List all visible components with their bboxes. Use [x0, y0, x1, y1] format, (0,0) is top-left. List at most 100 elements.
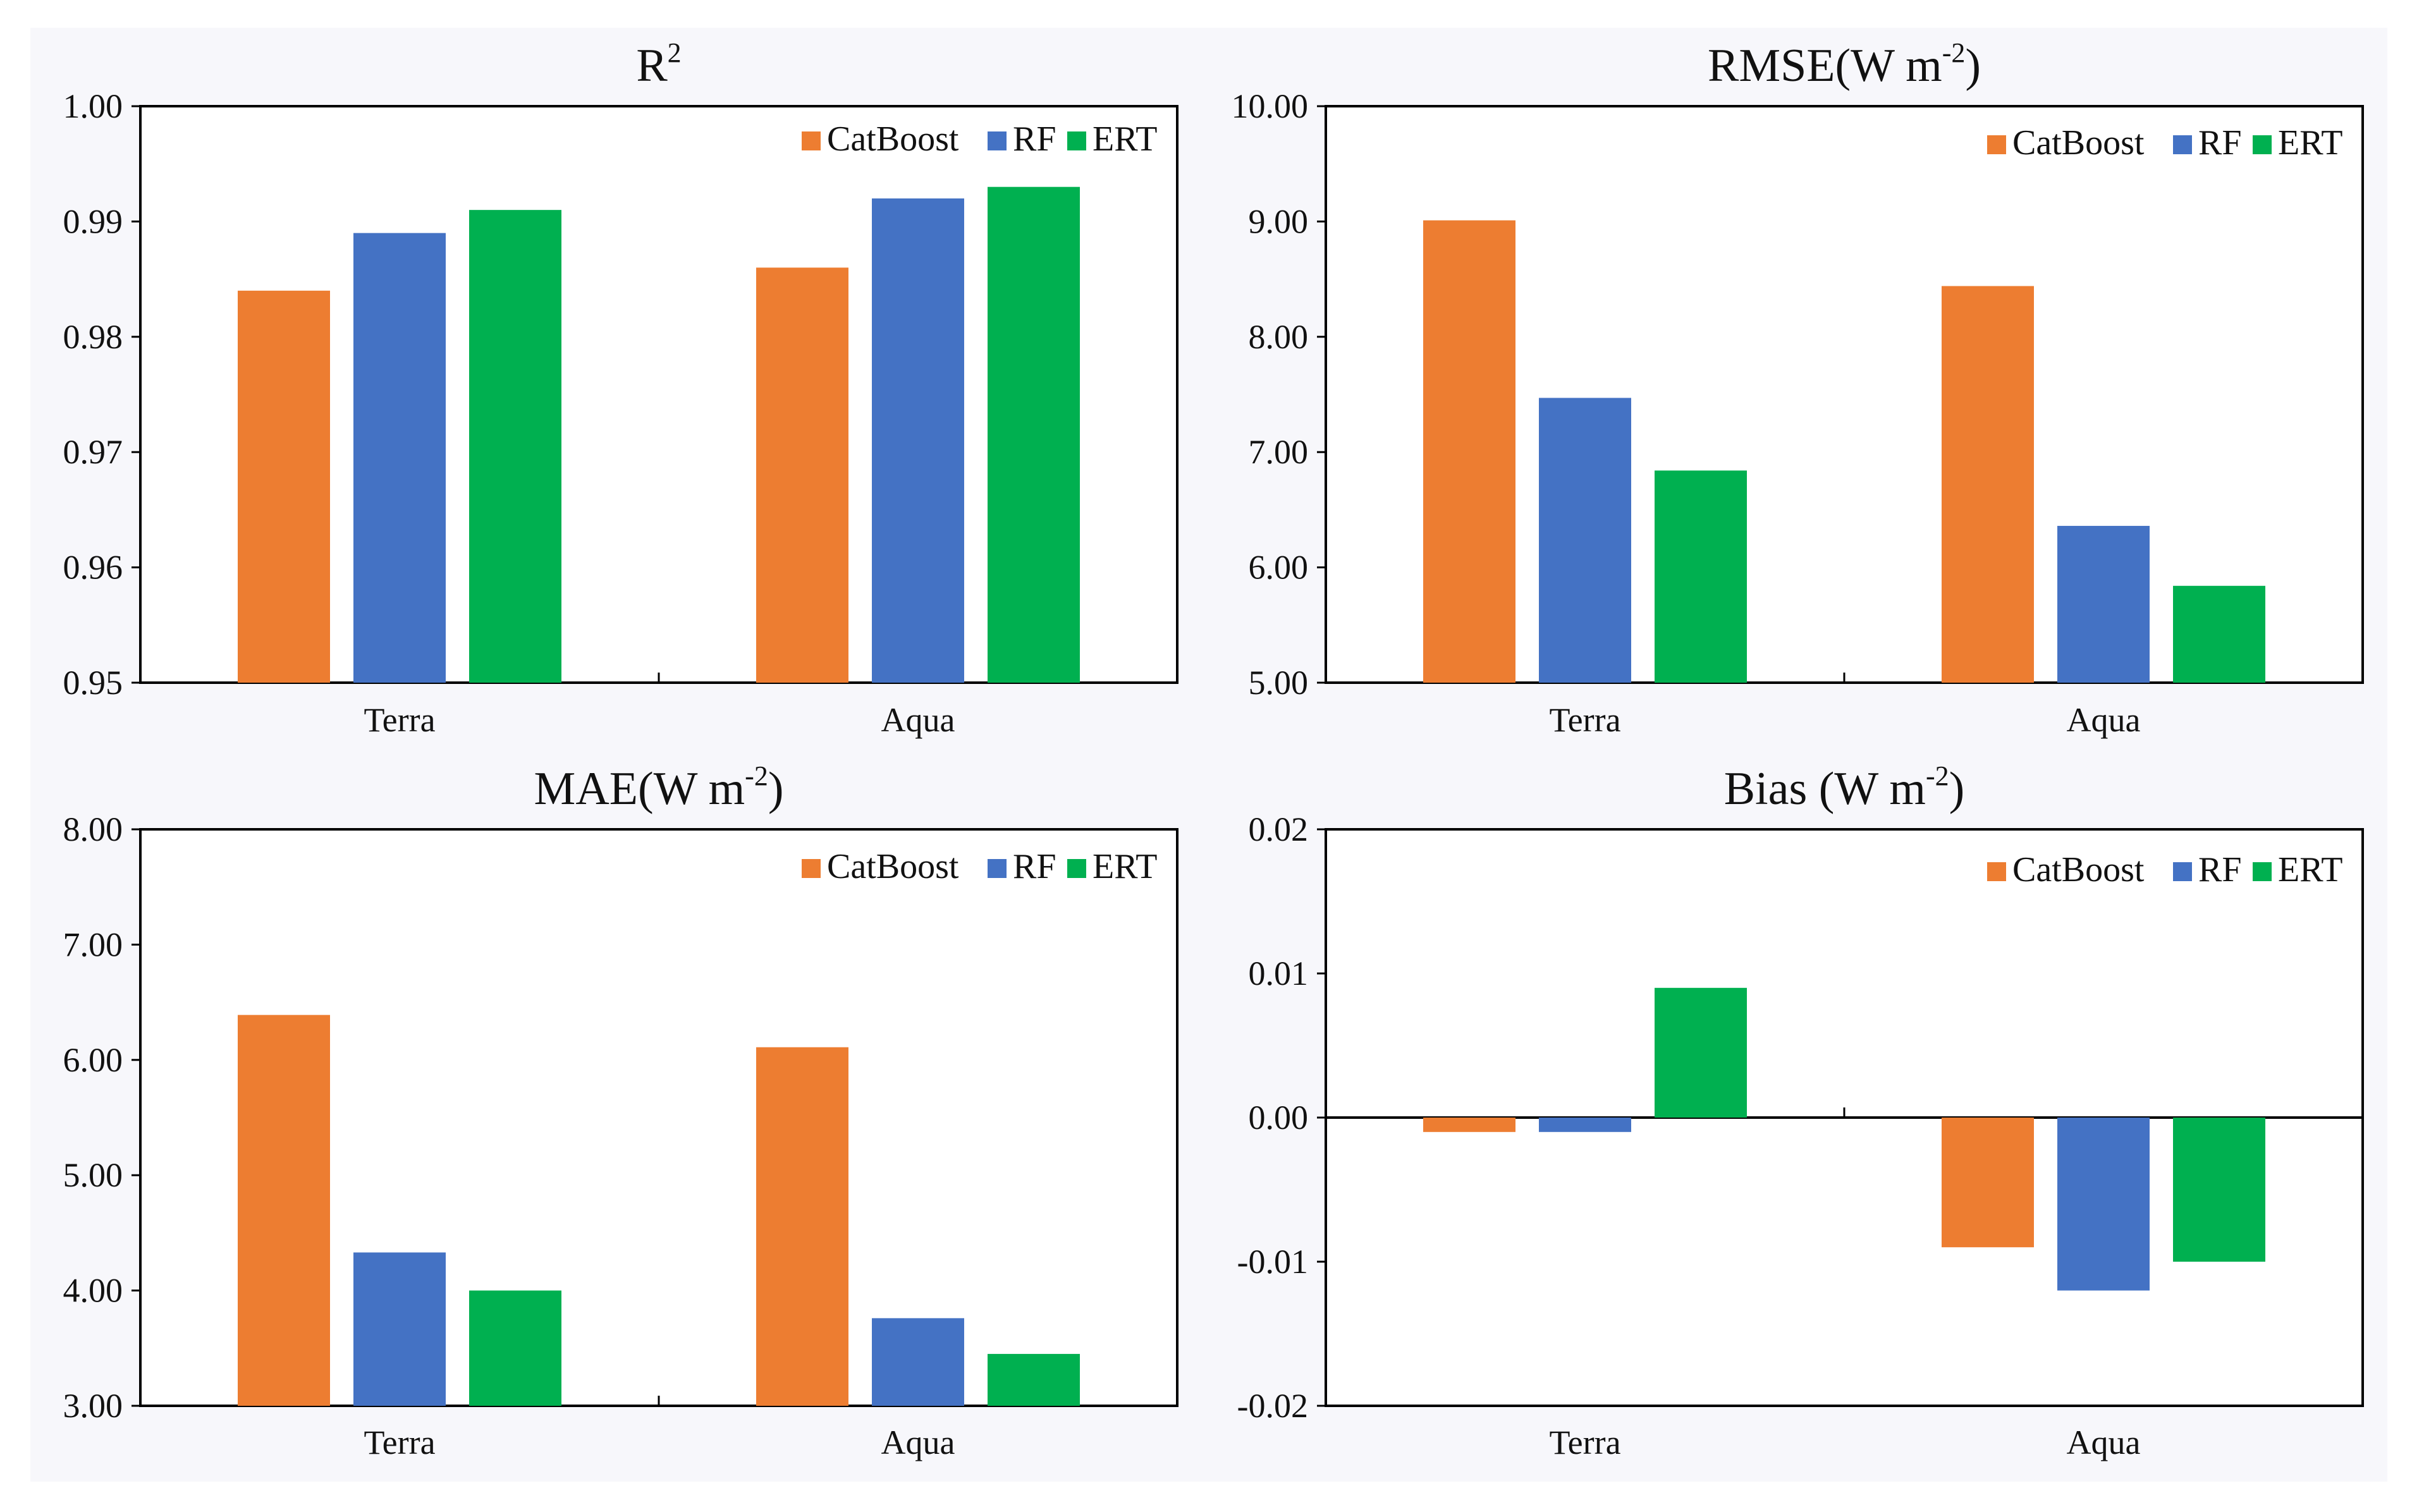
legend-swatch-catboost: [802, 131, 821, 150]
chart-title: R2: [636, 37, 681, 92]
y-tick-label: 8.00: [63, 810, 123, 848]
bar-ert-aqua: [988, 186, 1080, 683]
legend-label-catboost: CatBoost: [2012, 850, 2145, 889]
y-tick-label: 1.00: [63, 87, 123, 125]
x-category-label: Aqua: [881, 701, 955, 739]
y-tick-label: 3.00: [63, 1387, 123, 1425]
y-tick-label: 0.02: [1249, 810, 1309, 848]
legend-label-ert: ERT: [1093, 847, 1157, 886]
legend-label-rf: RF: [2198, 123, 2242, 162]
legend-swatch-ert: [2253, 135, 2272, 154]
legend-label-ert: ERT: [2278, 850, 2342, 889]
bar-catboost-aqua: [1942, 286, 2034, 683]
legend: CatBoost RF ERT: [802, 847, 1157, 886]
chart-title-tail: ): [1965, 40, 1981, 92]
chart-title-superscript: 2: [668, 37, 682, 68]
bar-ert-aqua: [2173, 1118, 2265, 1262]
y-tick-label: 5.00: [63, 1156, 123, 1194]
legend-label-catboost: CatBoost: [827, 119, 959, 159]
y-tick-label: 10.00: [1232, 87, 1309, 125]
y-tick-label: 0.99: [63, 202, 123, 240]
bar-rf-terra: [1539, 1118, 1631, 1132]
legend-swatch-rf: [2173, 862, 2192, 881]
legend-swatch-catboost: [1987, 862, 2006, 881]
y-tick-label: 5.00: [1249, 664, 1309, 702]
y-tick-label: 7.00: [1249, 433, 1309, 471]
legend: CatBoost RF ERT: [1987, 123, 2342, 162]
y-tick-label: -0.01: [1237, 1243, 1308, 1281]
bar-rf-aqua: [872, 1318, 964, 1406]
bar-ert-aqua: [988, 1353, 1080, 1406]
chart-title-tail: ): [768, 763, 784, 815]
chart-title: RMSE(W m-2): [1708, 37, 1981, 92]
bar-rf-terra: [353, 233, 446, 683]
bar-rf-aqua: [2057, 525, 2150, 683]
x-category-label: Aqua: [2067, 1424, 2141, 1461]
x-category-label: Terra: [364, 701, 435, 739]
x-category-label: Terra: [1549, 701, 1620, 739]
chart-title: MAE(W m-2): [534, 760, 784, 815]
legend-swatch-ert: [1067, 859, 1086, 878]
y-tick-label: 0.01: [1249, 954, 1309, 992]
bar-catboost-terra: [238, 290, 330, 683]
x-category-label: Aqua: [2067, 701, 2141, 739]
legend-swatch-rf: [988, 859, 1007, 878]
y-tick-label: 6.00: [1249, 549, 1309, 587]
y-tick-label: 8.00: [1249, 318, 1309, 356]
legend-label-catboost: CatBoost: [2012, 123, 2145, 162]
legend-swatch-ert: [1067, 131, 1086, 150]
legend-label-rf: RF: [1013, 119, 1056, 159]
bar-catboost-terra: [1423, 220, 1515, 683]
legend-swatch-catboost: [802, 859, 821, 878]
bar-catboost-aqua: [756, 267, 848, 683]
bar-ert-terra: [1655, 987, 1747, 1118]
y-tick-label: 4.00: [63, 1272, 123, 1310]
chart-3: MAE(W m-2) 3.00 4.00 5.00 6.00 7.00 8.00 Terra A…: [63, 760, 1178, 1461]
chart-title-text: Bias (W m: [1724, 763, 1926, 815]
legend-swatch-rf: [2173, 135, 2192, 154]
chart-title-text: R: [636, 40, 668, 92]
legend-swatch-catboost: [1987, 135, 2006, 154]
chart-title: Bias (W m-2): [1724, 760, 1965, 815]
legend-label-ert: ERT: [1093, 119, 1157, 159]
chart-title-tail: ): [1949, 763, 1965, 815]
chart-title-superscript: -2: [1926, 760, 1949, 791]
chart-4: Bias (W m-2) -0.02 -0.01 0.00 0.01 0.02 Terra A…: [1237, 760, 2364, 1461]
y-tick-label: 0.00: [1249, 1099, 1309, 1137]
legend: CatBoost RF ERT: [1987, 850, 2342, 889]
legend-label-ert: ERT: [2278, 123, 2342, 162]
bar-catboost-aqua: [756, 1047, 848, 1406]
y-tick-label: 7.00: [63, 925, 123, 963]
bar-rf-terra: [353, 1252, 446, 1406]
y-tick-label: 6.00: [63, 1041, 123, 1079]
x-category-label: Aqua: [881, 1424, 955, 1461]
bar-ert-terra: [469, 210, 561, 683]
legend-label-rf: RF: [2198, 850, 2242, 889]
x-category-label: Terra: [364, 1424, 435, 1461]
y-tick-label: 9.00: [1249, 202, 1309, 240]
bar-catboost-terra: [1423, 1118, 1515, 1132]
bar-ert-aqua: [2173, 585, 2265, 683]
chart-title-text: RMSE(W m: [1708, 40, 1942, 92]
bar-catboost-terra: [238, 1015, 330, 1406]
bar-catboost-aqua: [1942, 1118, 2034, 1248]
bar-rf-aqua: [872, 198, 964, 683]
bar-ert-terra: [469, 1290, 561, 1406]
y-tick-label: 0.95: [63, 664, 123, 702]
bar-rf-terra: [1539, 398, 1631, 683]
y-tick-label: -0.02: [1237, 1387, 1308, 1425]
legend-swatch-ert: [2253, 862, 2272, 881]
legend-label-rf: RF: [1013, 847, 1056, 886]
chart-title-superscript: -2: [1942, 37, 1966, 68]
x-category-label: Terra: [1549, 1424, 1620, 1461]
y-tick-label: 0.96: [63, 549, 123, 587]
chart-title-text: MAE(W m: [534, 763, 745, 815]
y-tick-label: 0.98: [63, 318, 123, 356]
legend: CatBoost RF ERT: [802, 119, 1157, 159]
y-tick-label: 0.97: [63, 433, 123, 471]
bar-rf-aqua: [2057, 1118, 2150, 1291]
chart-2: RMSE(W m-2) 5.00 6.00 7.00 8.00 9.00 10.00 Terr…: [1232, 37, 2364, 739]
chart-title-superscript: -2: [745, 760, 768, 791]
legend-swatch-rf: [988, 131, 1007, 150]
